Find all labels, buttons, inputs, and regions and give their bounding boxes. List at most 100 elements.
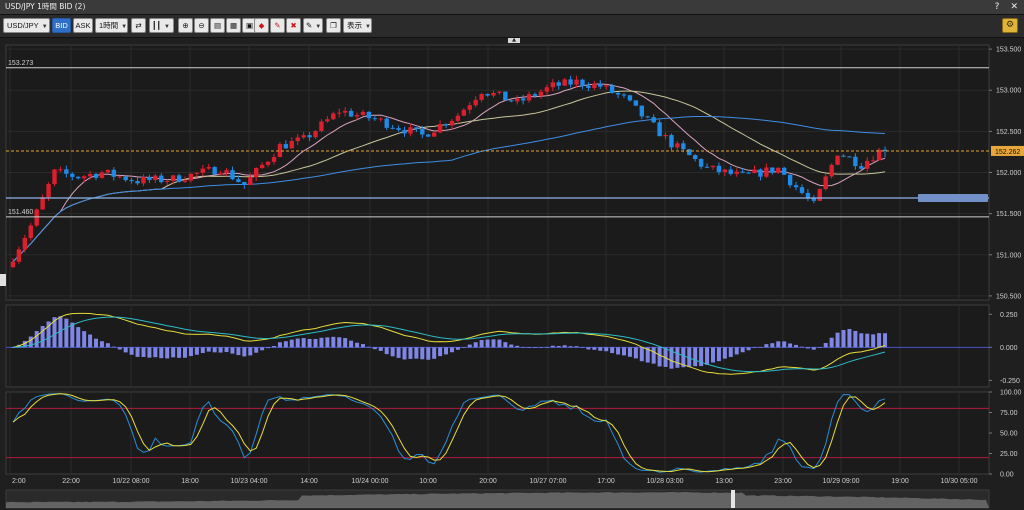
display-menu-button[interactable]: 表示 ▼ bbox=[343, 18, 372, 33]
macd-histogram-bar bbox=[390, 347, 395, 357]
macd-histogram-bar bbox=[64, 318, 69, 348]
macd-histogram-bar bbox=[271, 345, 276, 348]
macd-histogram-bar bbox=[794, 344, 799, 348]
candle-body bbox=[64, 169, 69, 174]
ask-button[interactable]: ASK bbox=[73, 18, 93, 33]
time-axis-label: 10/28 03:00 bbox=[647, 478, 684, 485]
candle bbox=[657, 119, 662, 137]
stochastic-axis-label: 100.00 bbox=[1000, 390, 1022, 397]
chevron-down-icon: ▼ bbox=[365, 24, 371, 30]
layout-2-icon[interactable]: ▦ bbox=[226, 18, 241, 33]
help-button[interactable]: ? bbox=[994, 2, 1000, 12]
candle bbox=[313, 130, 318, 139]
candle bbox=[497, 91, 502, 95]
macd-histogram-bar bbox=[746, 347, 751, 351]
candle-body bbox=[876, 149, 882, 161]
macd-histogram-bar bbox=[675, 347, 680, 368]
candle-body bbox=[847, 156, 852, 158]
timeframe-select[interactable]: 1時間 ▼ bbox=[95, 18, 128, 33]
macd-histogram-bar bbox=[817, 347, 822, 348]
time-axis-label: 10/23 04:00 bbox=[231, 478, 268, 485]
swap-icon[interactable]: ⇄ bbox=[131, 18, 146, 33]
draw-tool-select[interactable]: ✎ ▼ bbox=[303, 18, 323, 33]
macd-histogram-bar bbox=[277, 342, 282, 348]
macd-histogram-bar bbox=[788, 343, 793, 348]
candle-body bbox=[431, 132, 437, 137]
candle bbox=[633, 100, 639, 107]
candle bbox=[627, 94, 633, 102]
candle bbox=[342, 107, 348, 117]
macd-histogram-bar bbox=[871, 334, 876, 348]
candle-body bbox=[111, 169, 117, 177]
candle-body bbox=[277, 144, 283, 158]
macd-axis-label: 0.000 bbox=[1000, 345, 1018, 352]
macd-histogram-bar bbox=[538, 347, 543, 348]
macd-histogram-bar bbox=[829, 337, 834, 348]
candle bbox=[692, 154, 698, 162]
candle bbox=[135, 177, 140, 186]
screenshot-icon[interactable]: ❐ bbox=[326, 18, 341, 33]
candle-body bbox=[639, 105, 645, 117]
macd-histogram-bar bbox=[212, 347, 217, 353]
candle bbox=[206, 163, 211, 170]
candle-body bbox=[698, 159, 704, 167]
zoom-out-icon[interactable]: ⊖ bbox=[194, 18, 209, 33]
candle-body bbox=[165, 181, 170, 183]
order-edit-icon[interactable]: ✎ bbox=[270, 18, 285, 33]
order-icon[interactable]: ◆ bbox=[254, 18, 269, 33]
candle bbox=[366, 111, 372, 121]
candle bbox=[449, 119, 455, 130]
candle-body bbox=[621, 94, 627, 96]
order-cancel-icon[interactable]: ✖ bbox=[286, 18, 301, 33]
macd-histogram-bar bbox=[533, 347, 538, 348]
macd-histogram-bar bbox=[183, 347, 188, 358]
candle-body bbox=[337, 112, 342, 114]
time-axis-label: 14:00 bbox=[300, 478, 318, 485]
level-label: 153.273 bbox=[8, 60, 33, 67]
candle-body bbox=[22, 237, 28, 250]
price-axis-label: 152.500 bbox=[996, 129, 1021, 136]
candle-body bbox=[746, 172, 751, 174]
candle bbox=[93, 172, 99, 181]
candle bbox=[746, 171, 751, 174]
macd-histogram-bar bbox=[568, 346, 573, 348]
candle bbox=[870, 156, 876, 162]
chart-area[interactable]: 153.273 151.460 152.262 153.500 153.000 152.… bbox=[0, 42, 1024, 510]
bid-button[interactable]: BID bbox=[52, 18, 71, 33]
chart-type-select[interactable]: ┃┃ ▼ bbox=[149, 18, 174, 33]
gear-icon[interactable]: ⚙ bbox=[1002, 18, 1018, 33]
candle-body bbox=[408, 127, 413, 134]
panel-collapse-tab[interactable]: ▲ bbox=[508, 38, 520, 43]
candle-body bbox=[681, 143, 686, 150]
macd-axis-label: -0.250 bbox=[1000, 378, 1020, 385]
candle-body bbox=[734, 171, 739, 174]
macd-histogram-bar bbox=[770, 343, 775, 348]
candle-body bbox=[307, 135, 312, 138]
candle bbox=[277, 142, 283, 158]
macd-histogram-bar bbox=[515, 345, 520, 348]
candle-body bbox=[586, 85, 591, 88]
macd-histogram-bar bbox=[467, 344, 472, 348]
macd-histogram-bar bbox=[408, 347, 413, 359]
candle-body bbox=[473, 99, 478, 106]
macd-histogram-bar bbox=[355, 342, 360, 348]
close-button[interactable]: ✕ bbox=[1010, 2, 1018, 12]
candle-body bbox=[141, 176, 146, 184]
candle bbox=[811, 195, 817, 204]
price-axis-label: 153.000 bbox=[996, 88, 1021, 95]
macd-histogram-bar bbox=[859, 333, 864, 348]
layout-1-icon[interactable]: ▤ bbox=[210, 18, 225, 33]
sma-9-line bbox=[12, 83, 886, 263]
candle bbox=[491, 90, 496, 98]
macd-histogram-bar bbox=[805, 347, 810, 349]
symbol-select[interactable]: USD/JPY ▼ bbox=[3, 18, 50, 33]
macd-histogram-bar bbox=[716, 347, 721, 362]
macd-histogram-bar bbox=[627, 347, 632, 357]
candle-body bbox=[592, 83, 597, 88]
candle-body bbox=[295, 137, 300, 142]
macd-histogram-bar bbox=[728, 347, 733, 357]
macd-histogram-bar bbox=[509, 344, 514, 348]
candle-body bbox=[378, 118, 383, 120]
zoom-in-icon[interactable]: ⊕ bbox=[178, 18, 193, 33]
macd-histogram-bar bbox=[266, 347, 271, 349]
